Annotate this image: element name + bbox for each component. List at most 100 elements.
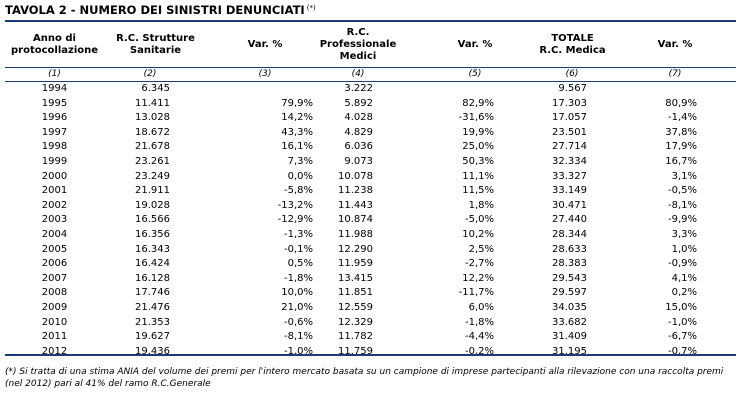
cell-professionale: 11.238 <box>338 185 373 197</box>
cell-professionale: 11.988 <box>338 228 373 240</box>
cell-var-totale: 3,3% <box>671 228 697 240</box>
cell-totale: 28.633 <box>552 243 587 255</box>
header-totale: TOTALE R.C. Medica <box>525 22 620 67</box>
top-rule <box>5 20 736 22</box>
cell-var-professionale: -31,6% <box>458 112 494 124</box>
cell-var-strutture: -0,6% <box>283 316 313 328</box>
column-number: (2) <box>143 69 157 79</box>
cell-anno: 2003 <box>41 214 68 226</box>
cell-var-professionale: -2,7% <box>464 258 494 270</box>
cell-var-professionale: 10,2% <box>462 228 494 240</box>
cell-professionale: 11.759 <box>338 345 373 357</box>
cell-var-strutture: 0,5% <box>287 258 313 270</box>
header-anno-label: Anno di protocollazione <box>10 32 99 56</box>
cell-var-totale: 15,0% <box>665 301 697 313</box>
cell-totale: 29.543 <box>552 272 587 284</box>
table-row: 2005 16.343 -0,1% 12.290 2,5% 28.633 1,0% <box>0 243 743 258</box>
cell-totale: 32.334 <box>552 155 587 167</box>
cell-professionale: 5.892 <box>344 97 373 109</box>
table-row: 2007 16.128 -1,8% 13.415 12,2% 29.543 4,1% <box>0 272 743 287</box>
cell-professionale: 4.829 <box>344 126 373 138</box>
footnote-mark: (*) <box>306 4 316 12</box>
header-totale-label: TOTALE R.C. Medica <box>539 32 606 56</box>
cell-professionale: 11.443 <box>338 199 373 211</box>
cell-var-professionale: 19,9% <box>462 126 494 138</box>
table-title-text: TAVOLA 2 - NUMERO DEI SINISTRI DENUNCIAT… <box>5 3 305 17</box>
cell-anno: 2006 <box>41 258 68 270</box>
cell-totale: 30.471 <box>552 199 587 211</box>
cell-totale: 33.149 <box>552 185 587 197</box>
cell-professionale: 10.078 <box>338 170 373 182</box>
header-var-strutture-label: Var. % <box>247 38 283 50</box>
cell-strutture: 17.746 <box>135 287 170 299</box>
cell-strutture: 16.424 <box>135 258 170 270</box>
cell-totale: 27.440 <box>552 214 587 226</box>
cell-strutture: 19.627 <box>135 331 170 343</box>
cell-var-strutture: 14,2% <box>281 112 313 124</box>
table-row: 1999 23.261 7,3% 9.073 50,3% 32.334 16,7% <box>0 155 743 170</box>
column-number: (6) <box>565 69 579 79</box>
cell-var-totale: -1,4% <box>667 112 697 124</box>
cell-strutture: 23.249 <box>135 170 170 182</box>
cell-var-totale: -9,9% <box>667 214 697 226</box>
cell-totale: 33.327 <box>552 170 587 182</box>
cell-var-professionale: 1,8% <box>468 199 494 211</box>
cell-var-strutture: 21,0% <box>281 301 313 313</box>
cell-anno: 2002 <box>41 199 68 211</box>
cell-totale: 17.057 <box>552 112 587 124</box>
cell-var-professionale: 6,0% <box>468 301 494 313</box>
cell-var-totale: -0,5% <box>667 185 697 197</box>
header-var-professionale-label: Var. % <box>457 38 493 50</box>
cell-var-professionale: 25,0% <box>462 141 494 153</box>
cell-var-professionale: 11,5% <box>462 185 494 197</box>
cell-strutture: 16.343 <box>135 243 170 255</box>
column-number: (3) <box>258 69 272 79</box>
cell-totale: 34.035 <box>552 301 587 313</box>
cell-var-strutture: -1,3% <box>283 228 313 240</box>
cell-anno: 2012 <box>41 345 68 357</box>
cell-totale: 28.344 <box>552 228 587 240</box>
cell-professionale: 4.028 <box>344 112 373 124</box>
cell-anno: 1998 <box>41 141 68 153</box>
cell-professionale: 3.222 <box>344 83 373 94</box>
cell-anno: 1997 <box>41 126 68 138</box>
cell-professionale: 11.959 <box>338 258 373 270</box>
table-row: 2000 23.249 0,0% 10.078 11,1% 33.327 3,1% <box>0 170 743 185</box>
header-professionale: R.C. Professionale Medici <box>318 22 398 67</box>
cell-var-professionale: -11,7% <box>458 287 494 299</box>
cell-strutture: 11.411 <box>135 97 170 109</box>
cell-var-strutture: 7,3% <box>287 155 313 167</box>
cell-anno: 2011 <box>41 331 68 343</box>
cell-strutture: 18.672 <box>135 126 170 138</box>
cell-var-strutture: -8,1% <box>283 331 313 343</box>
table-row: 2003 16.566 -12,9% 10.874 -5,0% 27.440 -9,9% <box>0 213 743 228</box>
cell-totale: 31.195 <box>552 345 587 357</box>
cell-var-professionale: 82,9% <box>462 97 494 109</box>
cell-strutture: 21.911 <box>135 185 170 197</box>
table-row: 2002 19.028 -13,2% 11.443 1,8% 30.471 -8,1% <box>0 199 743 214</box>
cell-var-professionale: 12,2% <box>462 272 494 284</box>
column-numbers-rule <box>5 81 736 82</box>
table-row: 2001 21.911 -5,8% 11.238 11,5% 33.149 -0,5% <box>0 184 743 199</box>
table-row: 2008 17.746 10,0% 11.851 -11,7% 29.597 0,2% <box>0 286 743 301</box>
cell-professionale: 6.036 <box>344 141 373 153</box>
cell-totale: 17.303 <box>552 97 587 109</box>
table-row: 2009 21.476 21,0% 12.559 6,0% 34.035 15,0% <box>0 301 743 316</box>
table-row: 1998 21.678 16,1% 6.036 25,0% 27.714 17,9% <box>0 140 743 155</box>
cell-anno: 2001 <box>41 185 68 197</box>
cell-var-strutture: 10,0% <box>281 287 313 299</box>
table-title: TAVOLA 2 - NUMERO DEI SINISTRI DENUNCIAT… <box>5 3 316 17</box>
cell-professionale: 10.874 <box>338 214 373 226</box>
table-row: 1996 13.028 14,2% 4.028 -31,6% 17.057 -1,4% <box>0 111 743 126</box>
cell-totale: 23.501 <box>552 126 587 138</box>
cell-var-totale: -6,7% <box>667 331 697 343</box>
header-rule <box>5 67 736 68</box>
table-row: 2004 16.356 -1,3% 11.988 10,2% 28.344 3,3% <box>0 228 743 243</box>
cell-strutture: 23.261 <box>135 155 170 167</box>
table-row: 1995 11.411 79,9% 5.892 82,9% 17.303 80,9% <box>0 97 743 112</box>
column-numbers-row: (1) (2) (3) (4) (5) (6) (7) <box>0 68 743 81</box>
header-var-totale: Var. % <box>635 22 715 67</box>
bottom-rule <box>5 354 736 356</box>
cell-var-professionale: -1,8% <box>464 316 494 328</box>
cell-var-totale: 3,1% <box>671 170 697 182</box>
